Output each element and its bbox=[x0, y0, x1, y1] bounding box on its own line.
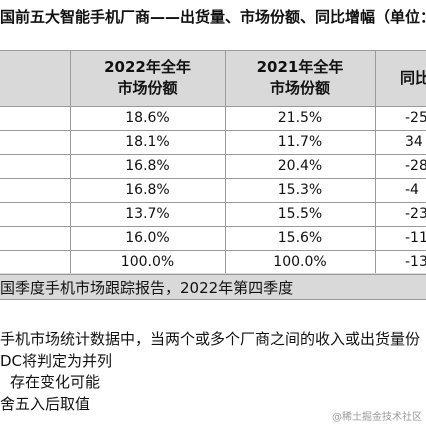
table-cell: -13 bbox=[405, 254, 426, 270]
table-cell: -4 bbox=[405, 182, 419, 198]
table-cell: -11 bbox=[405, 230, 426, 246]
table-cell: 15.5% bbox=[277, 206, 323, 222]
table-cell: 100.0% bbox=[273, 254, 327, 270]
header-cell: 同比 bbox=[399, 68, 426, 87]
table-cell: -28 bbox=[405, 158, 426, 174]
table-cell: 16.0% bbox=[125, 230, 170, 246]
row-border bbox=[0, 226, 426, 227]
table-cell: 16.8% bbox=[125, 182, 170, 198]
watermark: @稀土掘金技术社区 bbox=[332, 412, 422, 423]
table-cell: 13.7% bbox=[125, 206, 170, 222]
col-border bbox=[70, 50, 71, 273]
header-cell: 2022年全年 bbox=[104, 58, 191, 76]
header-cell: 市场份额 bbox=[269, 79, 330, 97]
table-cell: 15.6% bbox=[277, 230, 323, 246]
table-cell: 18.6% bbox=[125, 110, 170, 126]
row-border bbox=[0, 202, 426, 203]
col-border bbox=[375, 50, 376, 273]
row-border bbox=[0, 106, 426, 107]
table-cell: 34 bbox=[405, 134, 423, 150]
row-border bbox=[0, 274, 426, 275]
header-cell: 市场份额 bbox=[117, 79, 178, 97]
row-border bbox=[0, 299, 426, 300]
header-cell: 2021年全年 bbox=[256, 58, 344, 76]
col-border bbox=[225, 50, 226, 273]
table-cell: 20.4% bbox=[277, 158, 323, 174]
row-border bbox=[0, 50, 426, 51]
table-cell: -23 bbox=[405, 206, 426, 222]
row-border bbox=[0, 154, 426, 155]
source-row bbox=[0, 273, 426, 299]
row-border bbox=[0, 130, 426, 131]
table-cell: 15.3% bbox=[277, 182, 323, 198]
title: 国前五大智能手机厂商——出货量、市场份额、同比增幅（单位： bbox=[0, 8, 426, 26]
table-cell: 16.8% bbox=[125, 158, 170, 174]
row-border bbox=[0, 250, 426, 251]
note: 存在变化可能 bbox=[10, 373, 101, 391]
row-border bbox=[0, 178, 426, 179]
table-cell: 11.7% bbox=[277, 134, 323, 150]
table-cell: 18.1% bbox=[125, 134, 170, 150]
table-cell: 21.5% bbox=[277, 110, 323, 126]
source: 国季度手机市场跟踪报告，2022年第四季度 bbox=[0, 279, 294, 297]
note: DC将判定为并列 bbox=[0, 351, 113, 370]
note: 手机市场统计数据中，当两个或多个厂商之间的收入或出货量份 bbox=[0, 330, 421, 348]
table-cell: 100.0% bbox=[120, 254, 175, 270]
note: 舍五入后取值 bbox=[0, 394, 91, 413]
header-row bbox=[0, 50, 426, 106]
table-cell: -25 bbox=[405, 110, 426, 126]
